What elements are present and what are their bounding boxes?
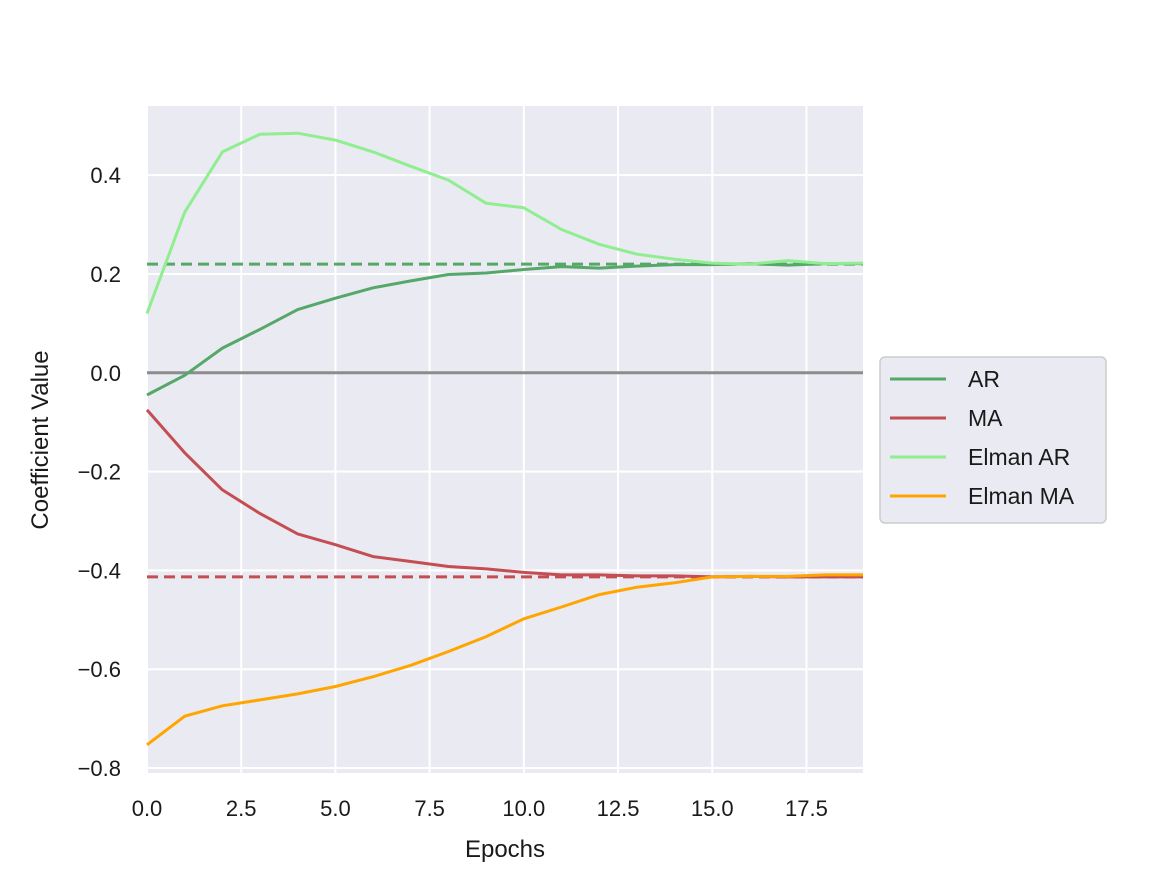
- x-axis-ticks: 0.0 2.5 5.0 7.5 10.0 12.5 15.0 17.5: [132, 796, 828, 821]
- y-tick-label: −0.4: [78, 558, 121, 583]
- x-tick-label: 5.0: [320, 796, 351, 821]
- y-tick-label: −0.6: [78, 657, 121, 682]
- x-tick-label: 17.5: [785, 796, 828, 821]
- x-tick-label: 12.5: [597, 796, 640, 821]
- y-tick-label: 0.2: [90, 262, 121, 287]
- y-tick-label: 0.4: [90, 163, 121, 188]
- legend: AR MA Elman AR Elman MA: [879, 356, 1107, 524]
- y-tick-label: 0.0: [90, 361, 121, 386]
- x-tick-label: 10.0: [502, 796, 545, 821]
- x-tick-label: 2.5: [226, 796, 257, 821]
- y-axis-ticks: −0.8 −0.6 −0.4 −0.2 0.0 0.2 0.4: [78, 163, 121, 781]
- x-axis-label: Epochs: [465, 836, 545, 863]
- series-line-elman-ma: [146, 573, 863, 746]
- y-axis-label: Coefficient Value: [27, 350, 54, 529]
- x-tick-label: 0.0: [132, 796, 163, 821]
- y-tick-label: −0.8: [78, 756, 121, 781]
- legend-box: [879, 356, 1107, 524]
- x-tick-label: 7.5: [414, 796, 445, 821]
- legend-label-elman-ma: Elman MA: [968, 483, 1075, 509]
- legend-label-ma: MA: [968, 405, 1003, 431]
- plot-background: [147, 106, 863, 773]
- legend-label-elman-ar: Elman AR: [968, 444, 1070, 470]
- series-line-elman-ar: [145, 131, 864, 315]
- y-tick-label: −0.2: [78, 460, 121, 485]
- x-tick-label: 15.0: [691, 796, 734, 821]
- series-lines: [145, 131, 864, 746]
- legend-label-ar: AR: [968, 366, 1000, 392]
